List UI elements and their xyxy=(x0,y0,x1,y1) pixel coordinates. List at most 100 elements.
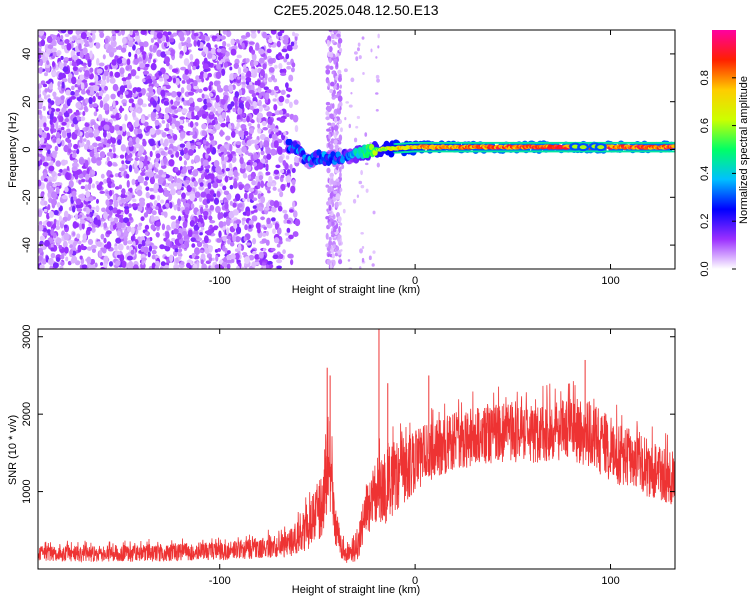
noise-speckle xyxy=(206,97,211,104)
y-tick-label: 3000 xyxy=(21,324,33,348)
noise-speckle xyxy=(221,68,226,77)
noise-speckle xyxy=(163,138,169,147)
noise-speckle xyxy=(80,82,85,90)
noise-speckle xyxy=(128,193,132,201)
noise-speckle xyxy=(325,101,331,106)
noise-speckle xyxy=(137,66,141,72)
noise-speckle xyxy=(280,72,287,77)
noise-speckle xyxy=(94,74,99,82)
noise-speckle xyxy=(142,246,149,254)
noise-speckle xyxy=(208,256,213,262)
noise-speckle xyxy=(209,224,213,229)
noise-speckle xyxy=(253,60,259,66)
noise-speckle xyxy=(276,243,281,248)
noise-speckle xyxy=(46,132,51,141)
noise-speckle xyxy=(202,159,209,167)
noise-speckle xyxy=(137,175,143,183)
noise-speckle xyxy=(160,89,166,97)
noise-speckle xyxy=(131,203,138,208)
noise-speckle xyxy=(333,139,338,145)
snr-line xyxy=(38,381,675,563)
noise-speckle xyxy=(339,172,342,178)
noise-speckle xyxy=(203,98,208,105)
noise-speckle xyxy=(108,201,113,205)
noise-speckle xyxy=(226,153,233,162)
noise-speckle xyxy=(84,52,91,61)
noise-speckle xyxy=(280,183,286,191)
noise-speckle xyxy=(361,257,365,263)
noise-speckle xyxy=(132,111,136,118)
noise-speckle xyxy=(46,156,52,161)
noise-speckle xyxy=(71,255,78,264)
noise-speckle xyxy=(214,101,219,109)
noise-speckle xyxy=(278,102,284,106)
noise-speckle xyxy=(280,89,286,96)
noise-speckle xyxy=(199,182,204,187)
noise-speckle xyxy=(127,141,134,148)
noise-speckle xyxy=(66,42,72,51)
noise-speckle xyxy=(255,222,261,230)
noise-speckle xyxy=(71,190,77,197)
noise-speckle xyxy=(332,185,337,189)
noise-speckle xyxy=(200,35,206,41)
noise-speckle xyxy=(149,187,154,192)
noise-speckle xyxy=(61,195,68,200)
noise-speckle xyxy=(143,171,150,177)
noise-speckle xyxy=(221,261,228,267)
noise-speckle xyxy=(93,129,100,138)
noise-speckle xyxy=(96,241,102,247)
noise-speckle xyxy=(253,139,260,145)
noise-speckle xyxy=(241,81,246,85)
noise-speckle xyxy=(138,161,144,169)
noise-speckle xyxy=(108,210,113,216)
noise-speckle xyxy=(250,139,255,144)
noise-speckle xyxy=(56,181,61,187)
noise-speckle xyxy=(109,174,114,178)
noise-speckle xyxy=(136,189,143,197)
noise-speckle xyxy=(232,234,237,243)
noise-speckle xyxy=(106,241,112,249)
noise-speckle xyxy=(103,222,108,229)
noise-speckle xyxy=(255,42,260,51)
noise-speckle xyxy=(160,150,166,156)
noise-speckle xyxy=(126,58,131,66)
noise-speckle xyxy=(50,160,54,166)
noise-speckle xyxy=(116,209,122,215)
noise-speckle xyxy=(90,121,97,126)
noise-speckle xyxy=(174,120,181,128)
colorbar-ticks: 0.00.20.40.60.8 xyxy=(699,70,736,277)
noise-speckle xyxy=(56,36,61,44)
noise-speckle xyxy=(203,68,209,73)
noise-speckle xyxy=(279,118,286,123)
noise-speckle xyxy=(159,244,165,250)
noise-speckle xyxy=(332,196,337,202)
noise-speckle xyxy=(218,220,224,228)
noise-speckle xyxy=(211,226,216,231)
noise-speckle xyxy=(52,183,58,188)
noise-speckle xyxy=(40,39,46,47)
noise-speckle xyxy=(259,82,266,89)
noise-speckle xyxy=(329,192,333,199)
noise-speckle xyxy=(153,109,157,113)
noise-speckle xyxy=(278,155,284,163)
noise-speckle xyxy=(204,174,211,180)
noise-speckle xyxy=(271,182,276,187)
noise-speckle xyxy=(193,39,198,47)
trace-edge xyxy=(672,150,675,153)
noise-speckle xyxy=(283,213,289,220)
noise-speckle xyxy=(290,67,295,73)
noise-speckle xyxy=(247,174,252,180)
noise-speckle xyxy=(218,230,222,238)
noise-speckle xyxy=(42,105,46,111)
noise-speckle xyxy=(60,30,67,34)
noise-speckle xyxy=(220,58,226,63)
noise-speckle xyxy=(60,220,66,224)
noise-speckle xyxy=(171,221,177,230)
noise-speckle xyxy=(76,233,81,239)
noise-speckle xyxy=(219,131,225,136)
noise-speckle xyxy=(179,116,186,120)
x-tick-label: 100 xyxy=(601,575,619,587)
noise-speckle xyxy=(234,193,241,202)
noise-speckle xyxy=(68,148,72,154)
